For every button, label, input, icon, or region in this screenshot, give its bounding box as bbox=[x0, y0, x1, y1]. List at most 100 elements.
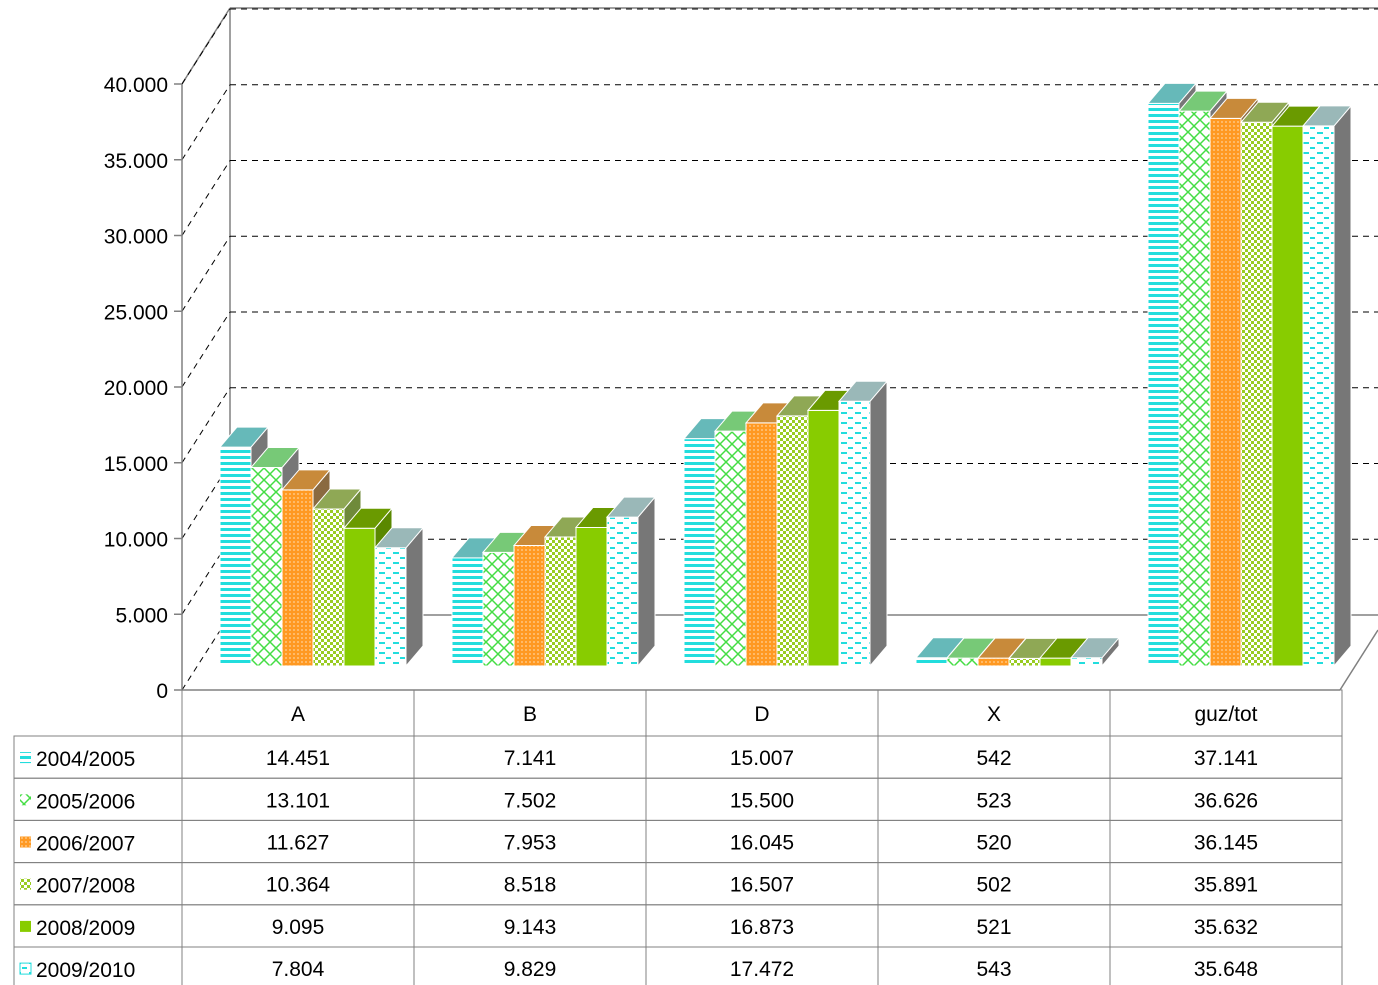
series-name: 2009/2010 bbox=[36, 959, 135, 982]
data-label: 7.502 bbox=[504, 789, 557, 812]
data-label: 523 bbox=[976, 789, 1011, 812]
data-label: 9.829 bbox=[504, 958, 557, 981]
legend-swatch bbox=[19, 962, 32, 975]
category-label: B bbox=[523, 703, 537, 726]
bar bbox=[606, 516, 639, 667]
bar bbox=[1240, 121, 1273, 667]
bar bbox=[1070, 657, 1103, 667]
bar bbox=[312, 508, 345, 667]
bar bbox=[714, 430, 747, 667]
bar bbox=[745, 422, 778, 667]
series-name: 2006/2007 bbox=[36, 833, 135, 856]
bar bbox=[1209, 117, 1242, 667]
bar-top bbox=[1239, 101, 1291, 123]
data-label: 15.007 bbox=[730, 747, 794, 770]
data-label: 520 bbox=[976, 832, 1011, 855]
category-label: guz/tot bbox=[1194, 703, 1257, 726]
category-label: A bbox=[291, 703, 305, 726]
bar bbox=[1008, 657, 1041, 667]
legend-swatch bbox=[20, 878, 31, 890]
bar bbox=[683, 438, 716, 667]
bar-top bbox=[342, 507, 394, 529]
gridline-diagonal bbox=[181, 538, 231, 615]
gridline-diagonal bbox=[181, 311, 231, 388]
legend-swatch bbox=[20, 920, 31, 932]
data-label: 542 bbox=[976, 747, 1011, 770]
y-tick-label: 20.000 bbox=[104, 377, 168, 400]
gridline-diagonal bbox=[181, 8, 231, 85]
table-cell bbox=[1109, 946, 1343, 985]
legend-swatch bbox=[20, 794, 31, 806]
data-label: 35.648 bbox=[1194, 958, 1258, 981]
data-label: 521 bbox=[976, 916, 1011, 939]
gridline-diagonal bbox=[181, 160, 231, 236]
bar bbox=[544, 536, 577, 667]
series-name: 2005/2006 bbox=[36, 790, 135, 813]
data-label: 16.507 bbox=[730, 874, 794, 897]
bar bbox=[838, 400, 871, 667]
data-label: 35.632 bbox=[1194, 916, 1258, 939]
data-label: 7.141 bbox=[504, 747, 557, 770]
data-label: 543 bbox=[976, 958, 1011, 981]
data-label: 8.518 bbox=[504, 874, 557, 897]
bar bbox=[343, 527, 376, 667]
y-tick-label: 5.000 bbox=[115, 604, 168, 627]
data-label: 9.143 bbox=[504, 916, 557, 939]
bar bbox=[1178, 110, 1211, 667]
bar-top bbox=[837, 380, 889, 402]
data-label: 7.953 bbox=[504, 832, 557, 855]
gridline-diagonal bbox=[181, 387, 231, 464]
bar bbox=[915, 657, 948, 667]
bar-top bbox=[218, 426, 270, 448]
bar bbox=[281, 489, 314, 667]
bar bbox=[977, 657, 1010, 667]
y-tick-label: 10.000 bbox=[104, 529, 168, 552]
data-label: 502 bbox=[976, 874, 1011, 897]
floor-right-edge bbox=[1339, 629, 1378, 691]
bar bbox=[513, 545, 546, 667]
bar bbox=[1302, 125, 1335, 667]
bar-top bbox=[311, 488, 363, 510]
bar-top bbox=[280, 469, 332, 491]
category-label: X bbox=[987, 703, 1001, 726]
y-tick-label: 30.000 bbox=[104, 226, 168, 249]
y-tick-label: 15.000 bbox=[104, 453, 168, 476]
data-label: 14.451 bbox=[266, 747, 330, 770]
y-tick-label: 35.000 bbox=[104, 150, 168, 173]
bar-top bbox=[1146, 82, 1198, 104]
bar-side bbox=[637, 495, 656, 668]
y-tick-label: 25.000 bbox=[104, 301, 168, 324]
gridline-diagonal bbox=[181, 614, 231, 691]
series-name: 2004/2005 bbox=[36, 748, 135, 771]
data-label: 36.626 bbox=[1194, 789, 1258, 812]
y-tick-label: 40.000 bbox=[104, 74, 168, 97]
bar bbox=[807, 409, 840, 667]
bar-top bbox=[605, 496, 657, 518]
gridline-diagonal bbox=[181, 463, 231, 539]
bar-side bbox=[869, 379, 888, 668]
bar bbox=[451, 557, 484, 667]
bar bbox=[219, 446, 252, 667]
bar bbox=[250, 467, 283, 667]
y-axis: 0 5.000 10.000 15.000 20.000 25.000 30.000 35.0… bbox=[104, 74, 183, 703]
bar-top bbox=[1208, 97, 1260, 119]
data-label: 15.500 bbox=[730, 789, 794, 812]
category-label: D bbox=[754, 703, 769, 726]
bar-side bbox=[405, 526, 424, 668]
series-name: 2007/2008 bbox=[36, 875, 135, 898]
series-name: 2008/2009 bbox=[36, 917, 135, 940]
bar bbox=[776, 415, 809, 667]
data-label: 35.891 bbox=[1194, 874, 1258, 897]
data-label: 37.141 bbox=[1194, 747, 1258, 770]
data-label: 7.804 bbox=[272, 958, 325, 981]
bar bbox=[1271, 125, 1304, 667]
data-label: 9.095 bbox=[272, 916, 325, 939]
bar bbox=[575, 526, 608, 667]
bars bbox=[218, 81, 1353, 668]
bar bbox=[946, 657, 979, 667]
legend-swatch bbox=[20, 752, 31, 764]
data-label: 16.873 bbox=[730, 916, 794, 939]
bar-side bbox=[1333, 104, 1352, 668]
bar-top bbox=[373, 527, 425, 549]
